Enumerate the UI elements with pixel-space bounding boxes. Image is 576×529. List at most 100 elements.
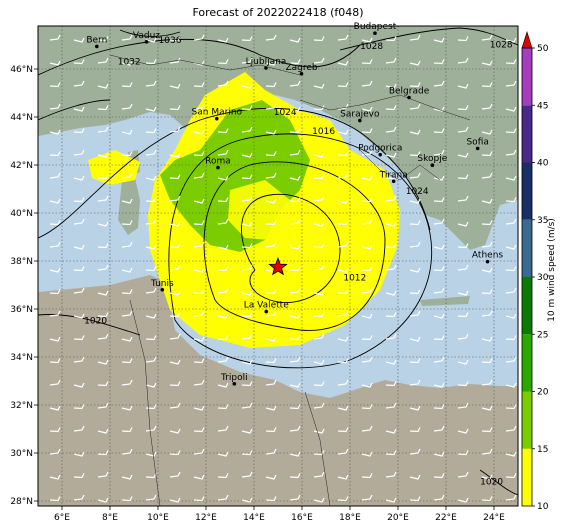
wind-barb (241, 57, 253, 64)
wind-barb (97, 428, 109, 434)
wind-barb (481, 172, 493, 179)
city-dot (299, 71, 304, 76)
graticule (38, 26, 518, 506)
wind-barb (193, 103, 205, 110)
wind-barb (121, 427, 133, 433)
wind-barb (241, 381, 253, 387)
wind-barb (97, 243, 109, 249)
wind-barb (169, 221, 181, 227)
city-dot (407, 95, 411, 100)
wind-barb (49, 289, 61, 295)
wind-barb (73, 266, 85, 272)
lat-tick-label: 38°N (10, 257, 33, 267)
wind-barb (145, 149, 157, 156)
wind-barb (457, 195, 469, 202)
land-africa (38, 275, 518, 506)
wind-barb (337, 220, 349, 226)
colorbar-tick-label: 50 (537, 44, 549, 54)
wind-barb (121, 289, 133, 295)
wind-barb (169, 428, 181, 434)
wind-barb (241, 290, 253, 296)
wind-barb (217, 128, 229, 134)
wind-barb (265, 427, 277, 433)
wind-barb (265, 103, 277, 110)
wind-barb (361, 356, 373, 363)
wind-barb (481, 220, 493, 226)
wind-barb (481, 267, 493, 273)
colorbar-tick-label: 25 (537, 330, 548, 340)
wind-barb (241, 36, 253, 42)
wind-barb (169, 290, 181, 296)
colorbar-tick-label: 30 (537, 273, 549, 283)
wind-barb (505, 175, 517, 181)
wind-barb (169, 174, 181, 180)
wind-barb (193, 267, 205, 273)
wind-barb (265, 172, 277, 179)
wind-barb (505, 451, 517, 457)
city-label: Roma (205, 157, 231, 167)
wind-barb (433, 266, 445, 272)
land-crete (420, 296, 470, 306)
wind-barb (265, 336, 277, 342)
wind-barb (313, 174, 325, 180)
wind-barb (457, 497, 469, 503)
wind-barb (505, 382, 517, 388)
wind-barb (481, 310, 493, 317)
wind-barb (385, 174, 397, 180)
colorbar-segment (522, 48, 532, 106)
wind-barb (97, 174, 109, 180)
wind-barb (265, 82, 277, 88)
wind-barb (457, 36, 469, 42)
wind-barb (265, 405, 277, 411)
wind-barb (433, 335, 445, 341)
wind-barb (433, 425, 445, 432)
city-dot (475, 146, 480, 151)
wind-barb (241, 174, 253, 180)
wind-barb (169, 195, 181, 202)
wind-barb (289, 335, 301, 341)
city-label: Bern (86, 35, 107, 45)
wind-barb (121, 496, 133, 502)
wind-barb (145, 175, 157, 181)
wind-barb (289, 175, 301, 181)
wind-barb (193, 34, 205, 41)
wind-barb (145, 59, 157, 65)
wind-barb (217, 106, 229, 112)
wind-barb (313, 152, 325, 158)
wind-barb (121, 103, 133, 110)
wind-barb (361, 106, 373, 112)
wind-barb (193, 448, 205, 455)
wind-barb (145, 37, 157, 43)
wind-barb (361, 128, 373, 134)
wind-barb (97, 290, 109, 296)
wind-barb (433, 59, 445, 65)
wind-barb (313, 195, 325, 202)
wind-barb (169, 450, 181, 456)
wind-barb (193, 427, 205, 433)
lon-tick-label: 12°E (195, 513, 217, 523)
wind-barb (121, 241, 133, 248)
wind-barb (289, 266, 301, 272)
plot-frame (37, 25, 519, 507)
wind-barb (433, 451, 445, 457)
wind-barb (361, 473, 373, 479)
wind-barb (409, 220, 421, 226)
colorbar-tick-label: 20 (537, 388, 549, 398)
wind-barb (241, 359, 253, 365)
wind-barb (73, 106, 85, 112)
lat-tick-label: 34°N (10, 353, 33, 363)
wind-barb (49, 358, 61, 364)
lat-tick-label: 36°N (10, 305, 33, 315)
wind-barb (289, 106, 301, 112)
wind-barb (121, 405, 133, 411)
wind-barb (169, 105, 181, 111)
wind-barb (361, 175, 373, 181)
wind-barb (121, 34, 133, 41)
wind-barb (385, 359, 397, 365)
wind-barb (481, 151, 493, 157)
wind-barb (145, 106, 157, 112)
wind-barb (73, 37, 85, 43)
wind-barb (313, 381, 325, 387)
